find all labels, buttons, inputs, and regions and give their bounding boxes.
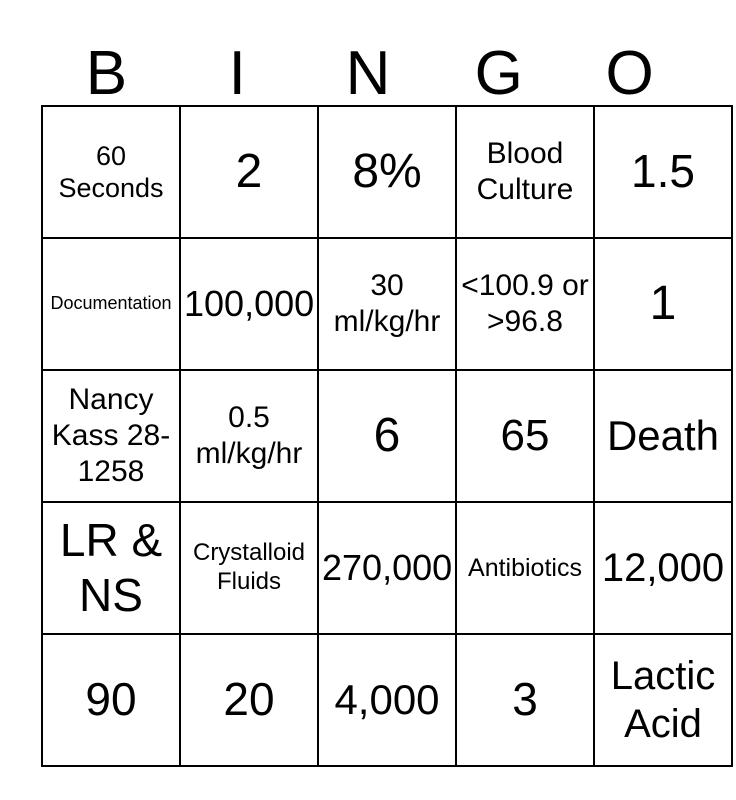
bingo-cell-r5c3[interactable]: 4,000 [317, 633, 457, 767]
bingo-grid: 60 Seconds 2 8% Blood Culture 1.5 Docume… [41, 105, 733, 767]
bingo-row-5: 90 20 4,000 3 Lactic Acid [41, 633, 733, 767]
bingo-cell-r3c4[interactable]: 65 [455, 369, 595, 503]
bingo-title: B I N G O [41, 0, 695, 105]
bingo-cell-r4c5[interactable]: 12,000 [593, 501, 733, 635]
bingo-cell-r3c1[interactable]: Nancy Kass 28-1258 [41, 369, 181, 503]
bingo-cell-r1c4[interactable]: Blood Culture [455, 105, 595, 239]
bingo-cell-r2c2[interactable]: 100,000 [179, 237, 319, 371]
bingo-cell-r1c2[interactable]: 2 [179, 105, 319, 239]
bingo-cell-r1c1[interactable]: 60 Seconds [41, 105, 181, 239]
bingo-row-2: Documentation 100,000 30 ml/kg/hr <100.9… [41, 237, 733, 371]
bingo-cell-r5c2[interactable]: 20 [179, 633, 319, 767]
bingo-cell-r4c3[interactable]: 270,000 [317, 501, 457, 635]
bingo-cell-r5c4[interactable]: 3 [455, 633, 595, 767]
bingo-cell-r1c3[interactable]: 8% [317, 105, 457, 239]
bingo-cell-r3c2[interactable]: 0.5 ml/kg/hr [179, 369, 319, 503]
bingo-cell-r4c2[interactable]: Crystalloid Fluids [179, 501, 319, 635]
bingo-cell-r1c5[interactable]: 1.5 [593, 105, 733, 239]
bingo-row-3: Nancy Kass 28-1258 0.5 ml/kg/hr 6 65 Dea… [41, 369, 733, 503]
bingo-letter-i: I [228, 39, 246, 108]
bingo-letter-g: G [474, 39, 523, 108]
bingo-letter-o: O [605, 39, 654, 108]
bingo-cell-r4c1[interactable]: LR & NS [41, 501, 181, 635]
bingo-cell-r5c1[interactable]: 90 [41, 633, 181, 767]
bingo-cell-r3c5[interactable]: Death [593, 369, 733, 503]
bingo-row-1: 60 Seconds 2 8% Blood Culture 1.5 [41, 105, 733, 239]
bingo-letter-n: N [345, 39, 391, 108]
bingo-row-4: LR & NS Crystalloid Fluids 270,000 Antib… [41, 501, 733, 635]
bingo-cell-r2c1[interactable]: Documentation [41, 237, 181, 371]
bingo-cell-r5c5[interactable]: Lactic Acid [593, 633, 733, 767]
bingo-cell-r4c4[interactable]: Antibiotics [455, 501, 595, 635]
bingo-cell-r2c3[interactable]: 30 ml/kg/hr [317, 237, 457, 371]
bingo-letter-b: B [85, 39, 128, 108]
bingo-cell-r3c3[interactable]: 6 [317, 369, 457, 503]
bingo-card: B I N G O 60 Seconds 2 8% Blood Culture … [41, 0, 733, 767]
bingo-cell-r2c5[interactable]: 1 [593, 237, 733, 371]
bingo-cell-r2c4[interactable]: <100.9 or >96.8 [455, 237, 595, 371]
